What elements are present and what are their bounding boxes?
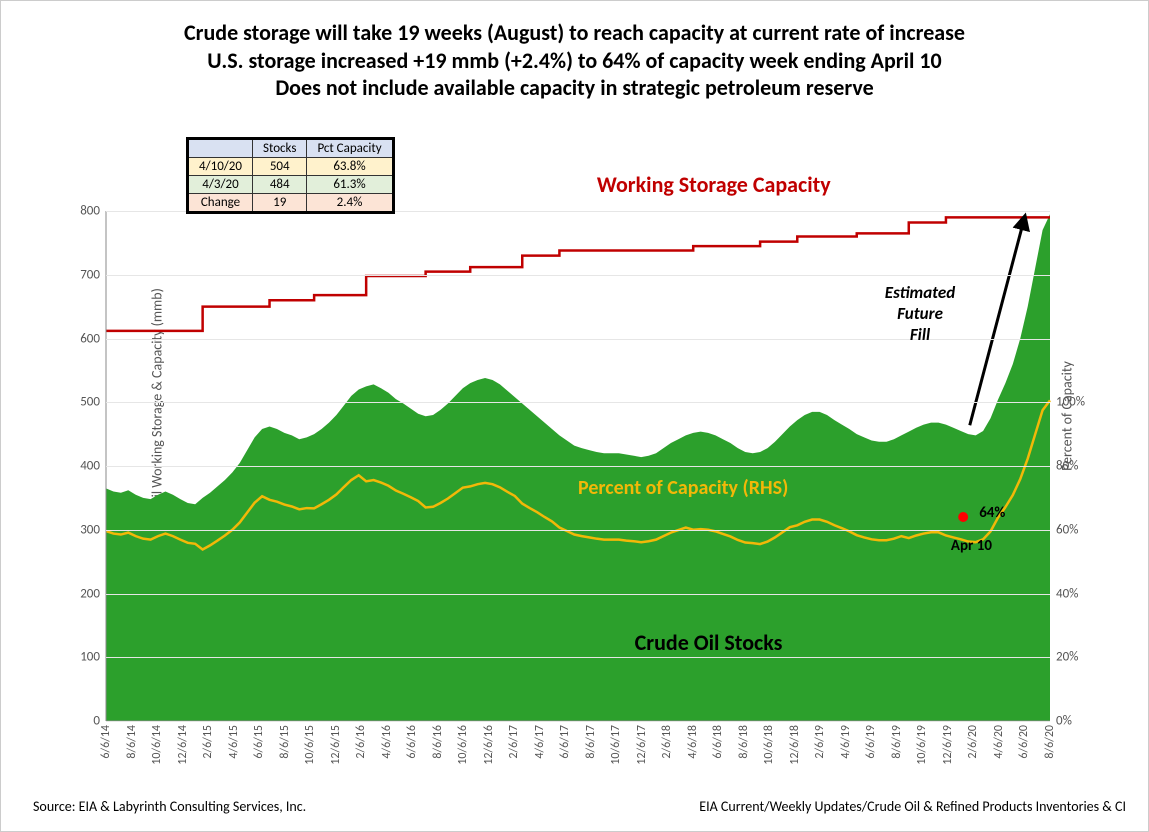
table-cell: Change: [188, 194, 253, 213]
x-tick: 6/6/17: [558, 725, 572, 759]
x-tick: 2/6/16: [354, 725, 368, 759]
x-tick: 8/6/14: [125, 725, 139, 759]
marker-date-label: Apr 10: [951, 537, 992, 555]
table-cell: 4/3/20: [188, 176, 253, 194]
table-cell: 61.3%: [307, 176, 393, 194]
source-left: Source: EIA & Labyrinth Consulting Servi…: [33, 798, 306, 815]
x-tick: 2/6/15: [201, 725, 215, 759]
x-tick: 8/6/18: [737, 725, 751, 759]
table-cell: 19: [253, 194, 307, 213]
table-header-cell: Pct Capacity: [307, 139, 393, 158]
x-tick: 12/6/19: [941, 725, 955, 765]
chart-title: Crude storage will take 19 weeks (August…: [11, 11, 1138, 106]
x-tick: 6/6/14: [99, 725, 113, 759]
x-tick: 2/6/17: [507, 725, 521, 759]
x-tick: 10/6/15: [303, 725, 317, 765]
x-tick: 6/6/20: [1017, 725, 1031, 759]
y-tick-right: 20%: [1056, 650, 1078, 665]
summary-table: StocksPct Capacity 4/10/2050463.8%4/3/20…: [186, 137, 395, 214]
x-tick: 8/6/20: [1043, 725, 1057, 759]
table-header-cell: [188, 139, 253, 158]
x-tick: 2/6/18: [660, 725, 674, 759]
x-tick: 10/6/17: [609, 725, 623, 765]
table-cell: 63.8%: [307, 158, 393, 176]
y-tick-left: 100: [80, 650, 100, 665]
y-tick-right: 60%: [1056, 522, 1078, 537]
x-tick: 8/6/19: [890, 725, 904, 759]
x-tick: 4/6/19: [839, 725, 853, 759]
x-tick: 4/6/17: [533, 725, 547, 759]
x-tick: 6/6/15: [252, 725, 266, 759]
table-row: 4/10/2050463.8%: [188, 158, 394, 176]
x-tick: 12/6/18: [788, 725, 802, 765]
stocks-label: Crude Oil Stocks: [635, 629, 783, 656]
source-right: EIA Current/Weekly Updates/Crude Oil & R…: [699, 798, 1126, 815]
y-tick-left: 300: [80, 522, 100, 537]
table-header-cell: Stocks: [253, 139, 307, 158]
marker-dot: [958, 512, 968, 522]
table-cell: 2.4%: [307, 194, 393, 213]
table-cell: 504: [253, 158, 307, 176]
x-tick: 10/6/16: [456, 725, 470, 765]
capacity-label: Working Storage Capacity: [597, 171, 831, 198]
y-axis-right-label: Percent of Capacity: [1059, 361, 1076, 471]
title-line-2: U.S. storage increased +19 mmb (+2.4%) t…: [51, 47, 1098, 75]
table-cell: 4/10/20: [188, 158, 253, 176]
x-tick: 8/6/16: [431, 725, 445, 759]
future-fill-label: EstimatedFutureFill: [885, 282, 955, 345]
x-tick: 12/6/14: [176, 725, 190, 765]
x-tick: 4/6/15: [227, 725, 241, 759]
x-tick: 8/6/17: [584, 725, 598, 759]
y-tick-right: 100%: [1056, 395, 1085, 410]
x-tick: 10/6/19: [915, 725, 929, 765]
y-tick-right: 0%: [1056, 714, 1072, 729]
x-tick: 2/6/20: [966, 725, 980, 759]
x-tick: 12/6/16: [482, 725, 496, 765]
plot-area: 01002003004005006007008000%20%40%60%80%1…: [106, 211, 1050, 721]
y-tick-left: 600: [80, 331, 100, 346]
marker-pct-label: 64%: [979, 504, 1005, 522]
y-tick-left: 200: [80, 586, 100, 601]
table-row: Change192.4%: [188, 194, 394, 213]
x-tick: 10/6/18: [762, 725, 776, 765]
x-tick: 10/6/14: [150, 725, 164, 765]
x-tick: 4/6/16: [380, 725, 394, 759]
x-tick: 12/6/15: [329, 725, 343, 765]
x-tick: 6/6/18: [711, 725, 725, 759]
x-tick: 12/6/17: [635, 725, 649, 765]
y-tick-left: 700: [80, 267, 100, 282]
title-line-3: Does not include available capacity in s…: [51, 74, 1098, 102]
title-line-1: Crude storage will take 19 weeks (August…: [51, 19, 1098, 47]
table-header-row: StocksPct Capacity: [188, 139, 394, 158]
y-tick-right: 80%: [1056, 459, 1078, 474]
x-tick: 2/6/19: [813, 725, 827, 759]
table-cell: 484: [253, 176, 307, 194]
x-tick: 6/6/16: [405, 725, 419, 759]
chart-container: Crude storage will take 19 weeks (August…: [11, 11, 1138, 821]
pct-label: Percent of Capacity (RHS): [578, 476, 788, 500]
x-tick: 8/6/15: [278, 725, 292, 759]
table-body: 4/10/2050463.8%4/3/2048461.3%Change192.4…: [188, 158, 394, 213]
x-tick: 6/6/19: [864, 725, 878, 759]
y-tick-left: 400: [80, 459, 100, 474]
x-tick: 4/6/18: [686, 725, 700, 759]
x-tick: 4/6/20: [992, 725, 1006, 759]
y-tick-right: 40%: [1056, 586, 1078, 601]
table-row: 4/3/2048461.3%: [188, 176, 394, 194]
y-tick-left: 800: [80, 204, 100, 219]
y-tick-left: 500: [80, 395, 100, 410]
